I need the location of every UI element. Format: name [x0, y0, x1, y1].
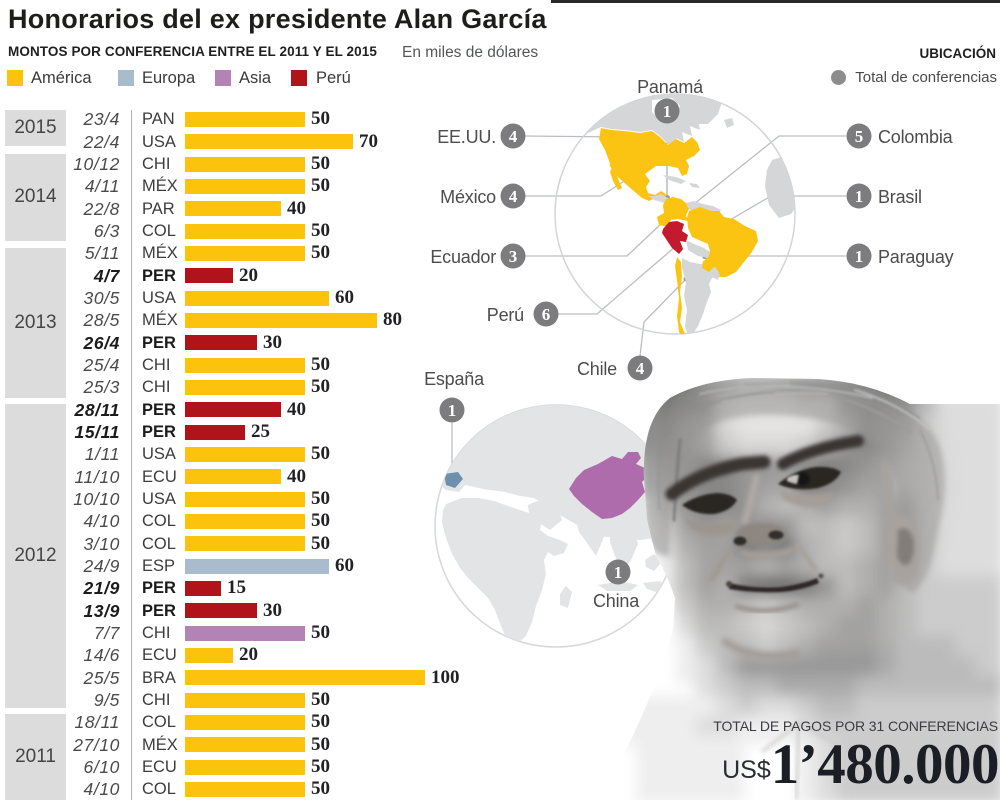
svg-text:1: 1 [855, 187, 864, 206]
svg-text:México: México [440, 187, 496, 207]
svg-text:Panamá: Panamá [637, 77, 704, 97]
svg-text:EE.UU.: EE.UU. [437, 127, 496, 147]
svg-text:Ecuador: Ecuador [430, 247, 496, 267]
svg-text:4: 4 [636, 359, 645, 378]
svg-text:1: 1 [448, 401, 457, 420]
svg-text:Chile: Chile [577, 359, 617, 379]
svg-text:5: 5 [855, 127, 864, 146]
svg-text:6: 6 [542, 305, 551, 324]
svg-text:4: 4 [509, 127, 518, 146]
svg-text:4: 4 [509, 187, 518, 206]
svg-text:China: China [593, 591, 640, 611]
svg-text:1: 1 [663, 102, 672, 121]
svg-text:Paraguay: Paraguay [878, 247, 954, 267]
svg-text:1: 1 [855, 247, 864, 266]
svg-text:Colombia: Colombia [878, 127, 954, 147]
svg-text:1: 1 [614, 563, 623, 582]
svg-text:3: 3 [509, 247, 518, 266]
svg-text:Brasil: Brasil [878, 187, 922, 207]
svg-text:España: España [424, 369, 485, 389]
svg-text:Perú: Perú [487, 305, 524, 325]
